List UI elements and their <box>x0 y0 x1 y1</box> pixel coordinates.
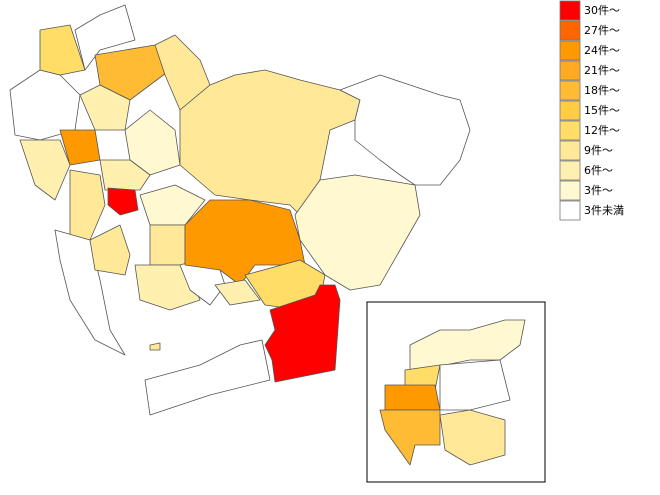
legend-label: 3件未満 <box>584 204 624 217</box>
legend-swatch <box>559 80 581 101</box>
legend-swatch <box>559 40 581 61</box>
region <box>294 174 421 291</box>
legend-swatch <box>559 0 581 21</box>
region <box>9 69 81 141</box>
legend-swatch <box>559 20 581 41</box>
region <box>79 84 131 131</box>
legend-label: 24件～ <box>584 44 620 57</box>
region <box>19 139 71 201</box>
region <box>89 224 131 276</box>
region <box>139 184 206 226</box>
region <box>134 264 201 311</box>
legend-swatch <box>559 180 581 201</box>
legend-label: 9件～ <box>584 144 613 157</box>
region <box>39 24 86 76</box>
legend-label: 15件～ <box>584 104 620 117</box>
region <box>439 359 511 411</box>
legend-swatch <box>559 120 581 141</box>
region <box>379 409 441 466</box>
legend-label: 3件～ <box>584 184 613 197</box>
legend-swatch <box>559 200 581 221</box>
region <box>149 342 161 351</box>
legend-swatch <box>559 140 581 161</box>
region <box>144 339 271 416</box>
region <box>264 284 341 383</box>
legend-label: 27件～ <box>584 24 620 37</box>
region <box>107 187 139 216</box>
legend-label: 30件～ <box>584 4 620 17</box>
inset-regions <box>379 319 526 466</box>
region <box>184 199 306 286</box>
legend-label: 18件～ <box>584 84 620 97</box>
region <box>149 224 186 266</box>
region <box>339 74 471 186</box>
region <box>94 44 171 101</box>
regions <box>9 4 471 416</box>
region <box>439 409 506 466</box>
region <box>179 69 361 216</box>
region <box>214 279 261 306</box>
inset-frame <box>366 301 546 483</box>
region <box>384 384 441 411</box>
region <box>99 159 151 191</box>
legend-swatch <box>559 100 581 121</box>
region <box>74 4 136 71</box>
legend-label: 12件～ <box>584 124 620 137</box>
legend-swatch <box>559 160 581 181</box>
legend-swatch <box>559 60 581 81</box>
region <box>69 169 106 241</box>
legend-label: 6件～ <box>584 164 613 177</box>
legend-label: 21件～ <box>584 64 620 77</box>
